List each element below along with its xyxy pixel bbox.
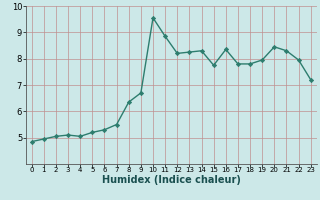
X-axis label: Humidex (Indice chaleur): Humidex (Indice chaleur)	[102, 175, 241, 185]
